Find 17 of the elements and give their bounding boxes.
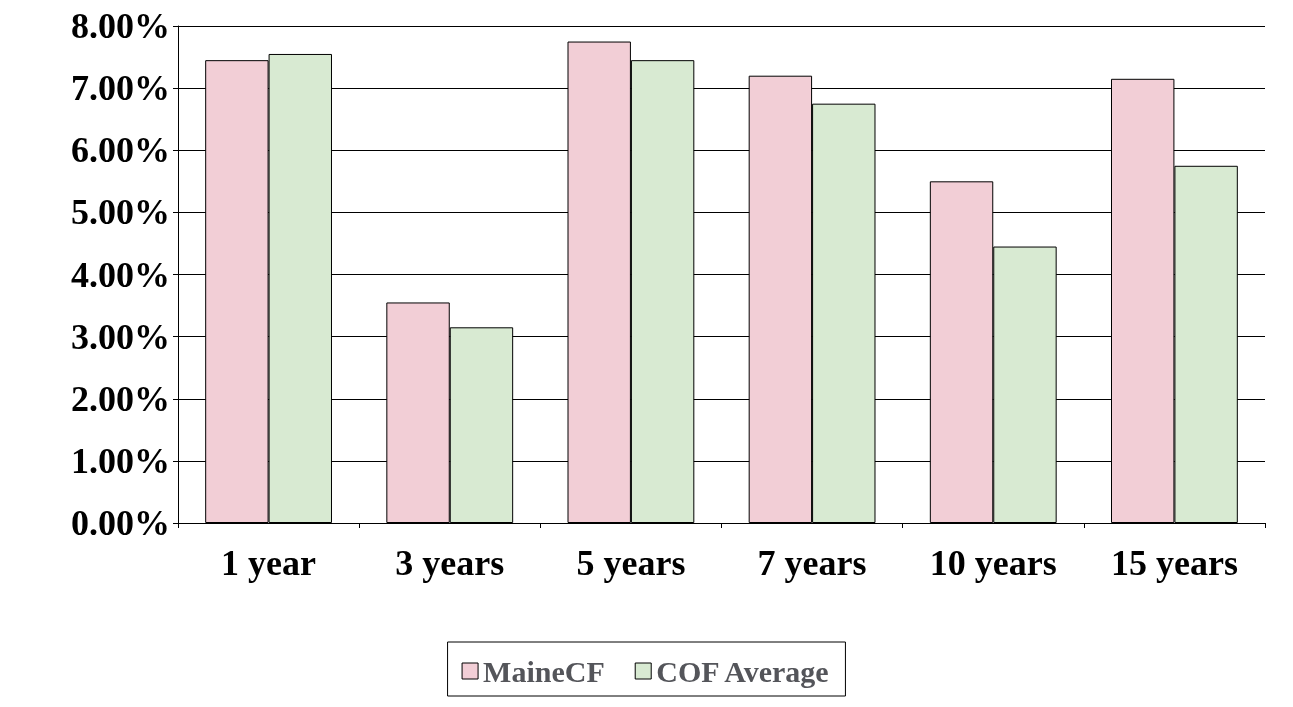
x-tick-label: 7 years	[757, 543, 867, 583]
y-tick-label: 3.00%	[71, 316, 170, 357]
y-tick-label: 1.00%	[71, 440, 170, 481]
x-tick-label: 3 years	[395, 543, 505, 583]
y-tick-label: 0.00%	[71, 503, 170, 543]
x-tick-label: 10 years	[929, 543, 1057, 583]
x-tick-label: 1 year	[221, 543, 317, 583]
y-tick-label: 6.00%	[71, 130, 170, 171]
y-tick-label: 4.00%	[71, 254, 170, 295]
x-tick-label: 15 years	[1110, 543, 1238, 583]
legend-label: COF Average	[656, 654, 829, 688]
y-tick-label: 5.00%	[71, 192, 170, 233]
y-tick-label: 8.00%	[71, 6, 170, 46]
x-tick-label: 5 years	[576, 543, 686, 583]
y-tick-label: 2.00%	[71, 378, 170, 419]
y-tick-label: 7.00%	[71, 68, 170, 109]
legend-label: MaineCF	[483, 654, 605, 688]
